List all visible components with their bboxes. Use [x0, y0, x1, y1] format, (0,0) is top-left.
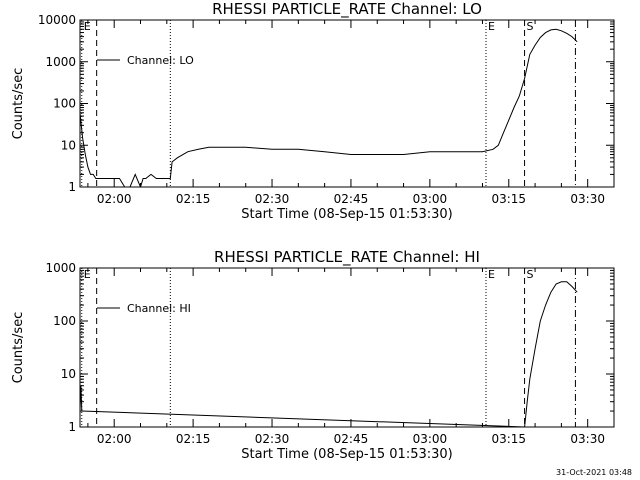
x-tick-label: 02:30 — [255, 432, 290, 446]
x-tick-label: 03:15 — [491, 192, 526, 206]
x-tick-label: 03:00 — [413, 432, 448, 446]
panel-lo: RHESSI PARTICLE_RATE Channel: LO Counts/s… — [11, 0, 615, 222]
x-axis-label: Start Time (08-Sep-15 01:53:30) — [241, 207, 452, 222]
event-marker-label: S — [527, 20, 534, 33]
legend-entry: Channel: HI — [127, 302, 191, 315]
x-tick-label: 02:45 — [334, 432, 369, 446]
event-marker-label: E — [488, 268, 495, 281]
x-tick-label: 02:45 — [334, 192, 369, 206]
series-line-channel-lo — [80, 28, 578, 187]
y-tick-label: 1000 — [45, 55, 76, 69]
x-axis-label: Start Time (08-Sep-15 01:53:30) — [241, 447, 452, 462]
chart-title: RHESSI PARTICLE_RATE Channel: LO — [212, 0, 482, 19]
timestamp-label: 31-Oct-2021 03:48 — [556, 468, 632, 477]
series-line-channel-hi — [80, 281, 578, 427]
y-tick-label: 100 — [53, 314, 76, 328]
x-tick-label: 02:15 — [176, 432, 211, 446]
panel-hi: RHESSI PARTICLE_RATE Channel: HI Counts/s… — [11, 248, 615, 462]
y-tick-label: 100 — [53, 97, 76, 111]
y-tick-label: 1 — [68, 180, 76, 194]
y-tick-label: 10 — [61, 138, 76, 152]
y-tick-label: 10 — [61, 367, 76, 381]
y-tick-label: 1000 — [45, 261, 76, 275]
x-tick-label: 03:00 — [413, 192, 448, 206]
event-marker-label: E — [488, 20, 495, 33]
x-tick-label: 02:15 — [176, 192, 211, 206]
event-marker-label: E — [84, 268, 91, 281]
x-tick-label: 02:00 — [97, 432, 132, 446]
legend-entry: Channel: LO — [127, 54, 194, 67]
x-tick-label: 03:15 — [491, 432, 526, 446]
event-marker-label: S — [527, 268, 534, 281]
y-tick-label: 10000 — [38, 13, 76, 27]
plot-frame — [79, 19, 615, 188]
x-tick-label: 02:00 — [97, 192, 132, 206]
x-tick-label: 03:30 — [570, 192, 605, 206]
y-tick-label: 1 — [68, 420, 76, 434]
plot-frame — [79, 267, 615, 428]
y-axis-label: Counts/sec — [11, 312, 26, 384]
event-marker-label: E — [84, 20, 91, 33]
chart-title: RHESSI PARTICLE_RATE Channel: HI — [214, 248, 480, 267]
x-tick-label: 02:30 — [255, 192, 290, 206]
x-tick-label: 03:30 — [570, 432, 605, 446]
y-axis-label: Counts/sec — [11, 68, 26, 140]
